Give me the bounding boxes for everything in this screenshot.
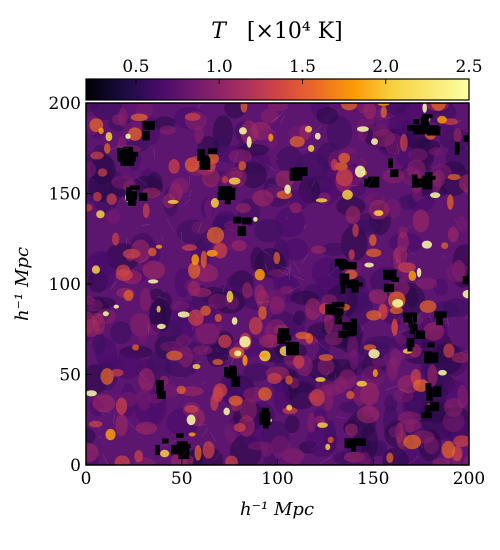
x-tick-label: 50 [171,469,193,489]
y-axis-label: h⁻¹ Mpc [12,247,33,321]
colorbar-title-symbol: T [211,19,228,44]
colorbar [85,78,470,101]
y-tick-label: 50 [59,366,81,386]
x-tick-label: 150 [357,469,389,489]
x-tick-label: 200 [453,469,485,489]
colorbar-tick-label: 0.5 [122,57,149,77]
colorbar-tick-label: 1.5 [289,57,316,77]
y-axis-ticks: 0 50 100 150 200 [49,94,92,476]
x-axis-ticks: 0 50 100 150 200 [81,459,485,489]
y-tick-label: 200 [49,94,81,114]
colorbar-tick-label: 2.5 [455,57,482,77]
colorbar-title: T [×10⁴ K] [211,19,343,44]
y-tick-label: 100 [49,275,81,295]
x-tick-label: 100 [261,469,293,489]
y-tick-label: 0 [70,456,81,476]
temperature-map [86,103,469,465]
x-tick-label: 0 [81,469,92,489]
colorbar-ticks: 0.5 1.0 1.5 2.0 2.5 [122,57,483,84]
colorbar-tick-label: 2.0 [372,57,399,77]
y-tick-label: 150 [49,185,81,205]
x-axis-label: h⁻¹ Mpc [240,499,314,520]
colorbar-title-units: [×10⁴ K] [247,19,343,44]
colorbar-tick-label: 1.0 [206,57,233,77]
